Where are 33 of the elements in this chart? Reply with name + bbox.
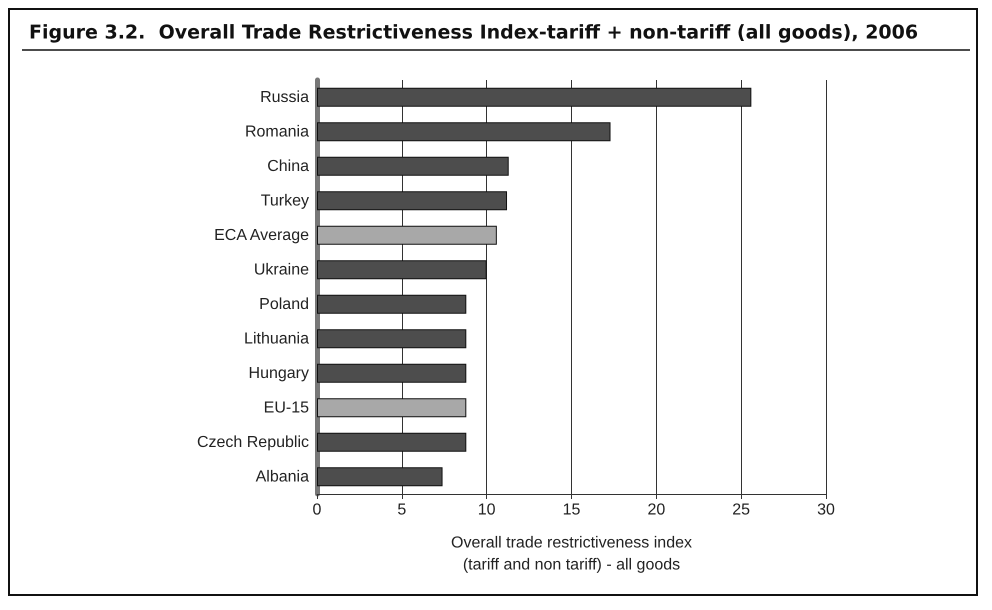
bar [317, 88, 752, 107]
chart-title: Figure 3.2. Overall Trade Restrictiveness Index-tariff + non-tariff (all goods), 2006 [29, 22, 918, 44]
y-tick-label: Czech Republic [196, 434, 309, 451]
y-tick-label: Albania [256, 468, 310, 486]
bar [317, 329, 466, 348]
x-tick-label: 0 [312, 502, 322, 518]
bar [317, 122, 611, 142]
y-tick-label: Poland [259, 296, 309, 313]
bar [317, 156, 509, 176]
bar [317, 398, 466, 418]
x-tick-label: 30 [817, 502, 835, 518]
y-tick-label: Hungary [248, 364, 309, 382]
bar [317, 294, 466, 314]
y-tick-label: Russia [260, 88, 310, 106]
x-tick-label: 15 [562, 502, 580, 518]
x-tick-label: 10 [478, 502, 496, 518]
y-tick-label: Lithuania [244, 330, 310, 348]
y-tick-label: EU-15 [264, 399, 310, 416]
x-tick-label: 5 [397, 502, 406, 518]
bar [317, 260, 487, 280]
bar [317, 432, 466, 452]
y-tick-label: China [267, 158, 310, 175]
x-tick-label: 20 [647, 502, 666, 518]
bar [317, 467, 443, 486]
bar [317, 226, 497, 245]
x-tick-label: 25 [732, 502, 750, 518]
y-tick-label: Turkey [260, 192, 309, 210]
bar [317, 364, 466, 383]
y-tick-label: ECA Average [214, 226, 310, 244]
x-axis-title: Overall trade restrictiveness index (tariff and non tariff) - all goods [451, 534, 692, 574]
y-tick-label: Ukraine [254, 261, 310, 278]
bar [317, 191, 508, 210]
y-tick-label: Romania [244, 123, 310, 140]
